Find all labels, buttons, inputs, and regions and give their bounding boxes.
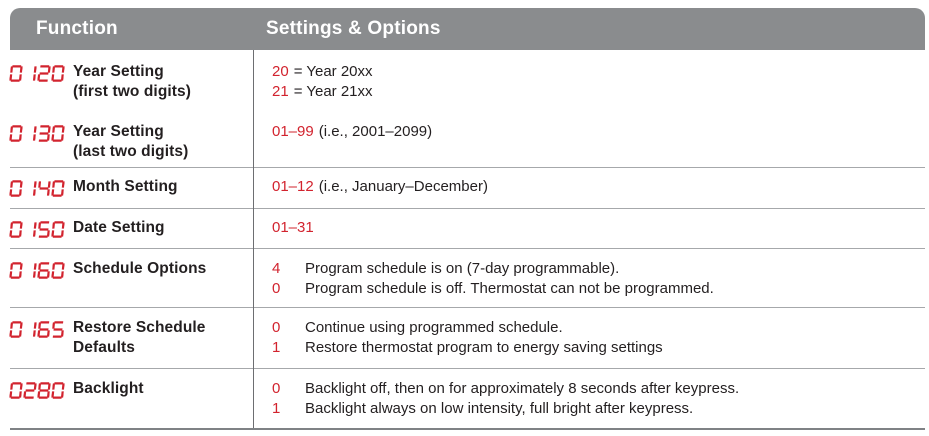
option-line: 21 = Year 21xx [272, 82, 925, 102]
table-row: Schedule Options 4 Program schedule is o… [9, 248, 925, 307]
option-value: 01–31 [272, 219, 314, 236]
header-settings-label: Settings & Options [266, 18, 441, 39]
settings-cell: 01–12 (i.e., January–December) [253, 177, 925, 208]
option-text: Program schedule is off. Thermostat can … [305, 280, 714, 297]
function-name: Year Setting (last two digits) [73, 123, 189, 160]
option-text: Continue using programmed schedule. [305, 319, 563, 336]
option-text: Restore thermostat program to energy sav… [305, 339, 663, 356]
table-row: Restore Schedule Defaults 0 Continue usi… [9, 307, 925, 368]
option-line: 0 Backlight off, then on for approximate… [272, 379, 925, 399]
option-value: 1 [272, 339, 281, 356]
function-cell: Year Setting (first two digits) [9, 62, 253, 113]
option-value: 01–12 [272, 178, 314, 195]
function-name: Month Setting [73, 178, 178, 195]
option-line: 0 Continue using programmed schedule. [272, 318, 925, 338]
table-body: Year Setting (first two digits) 20 = Yea… [9, 50, 925, 430]
option-text: = Year 21xx [293, 83, 373, 100]
settings-cell: 0 Backlight off, then on for approximate… [253, 379, 925, 428]
option-text: Backlight always on low intensity, full … [305, 400, 694, 417]
option-text: (i.e., 2001–2099) [318, 123, 433, 140]
function-name: Backlight [73, 380, 144, 397]
function-cell: Restore Schedule Defaults [9, 318, 253, 368]
option-value: 21 [272, 83, 289, 100]
table-row: Date Setting 01–31 [9, 208, 925, 248]
option-line: 01–31 [272, 218, 925, 238]
option-text: Backlight off, then on for approximately… [305, 380, 740, 397]
settings-cell: 01–31 [253, 218, 925, 248]
table-row: Year Setting (first two digits) 20 = Yea… [9, 50, 925, 113]
table-header: Function Settings & Options [10, 8, 925, 50]
option-line: 1 Restore thermostat program to energy s… [272, 338, 925, 358]
option-value: 20 [272, 63, 289, 80]
option-line: 01–12 (i.e., January–December) [272, 177, 925, 197]
option-text: = Year 20xx [293, 63, 373, 80]
function-code-display [9, 319, 65, 340]
function-code-display [9, 63, 65, 84]
function-code-display [9, 380, 65, 401]
settings-cell: 01–99 (i.e., 2001–2099) [253, 122, 925, 167]
option-line: 0 Program schedule is off. Thermostat ca… [272, 279, 925, 299]
table-row: Month Setting 01–12 (i.e., January–Decem… [9, 167, 925, 208]
option-value: 0 [272, 280, 281, 297]
function-code-display [9, 260, 65, 281]
settings-cell: 4 Program schedule is on (7-day programm… [253, 259, 925, 307]
table-row: Backlight 0 Backlight off, then on for a… [9, 368, 925, 428]
function-name: Date Setting [73, 219, 165, 236]
function-cell: Schedule Options [9, 259, 253, 307]
function-cell: Backlight [9, 379, 253, 428]
option-text: (i.e., January–December) [318, 178, 488, 195]
settings-cell: 0 Continue using programmed schedule. 1 … [253, 318, 925, 368]
function-cell: Year Setting (last two digits) [9, 122, 253, 167]
table-row: Year Setting (last two digits) 01–99 (i.… [9, 113, 925, 167]
function-code-display [9, 219, 65, 240]
header-function-label: Function [36, 18, 118, 39]
function-name: Restore Schedule Defaults [73, 319, 206, 356]
settings-cell: 20 = Year 20xx 21 = Year 21xx [253, 62, 925, 113]
option-value: 4 [272, 260, 281, 277]
option-value: 1 [272, 400, 281, 417]
function-code-display [9, 123, 65, 144]
function-name: Year Setting (first two digits) [73, 63, 192, 100]
function-cell: Month Setting [9, 177, 253, 208]
option-value: 0 [272, 380, 281, 397]
function-code-display [9, 178, 65, 199]
option-text: Program schedule is on (7-day programmab… [305, 260, 620, 277]
function-cell: Date Setting [9, 218, 253, 248]
option-line: 4 Program schedule is on (7-day programm… [272, 259, 925, 279]
option-line: 1 Backlight always on low intensity, ful… [272, 399, 925, 419]
function-name: Schedule Options [73, 260, 207, 277]
option-value: 01–99 [272, 123, 314, 140]
option-line: 20 = Year 20xx [272, 62, 925, 82]
option-line: 01–99 (i.e., 2001–2099) [272, 122, 925, 142]
option-value: 0 [272, 319, 281, 336]
